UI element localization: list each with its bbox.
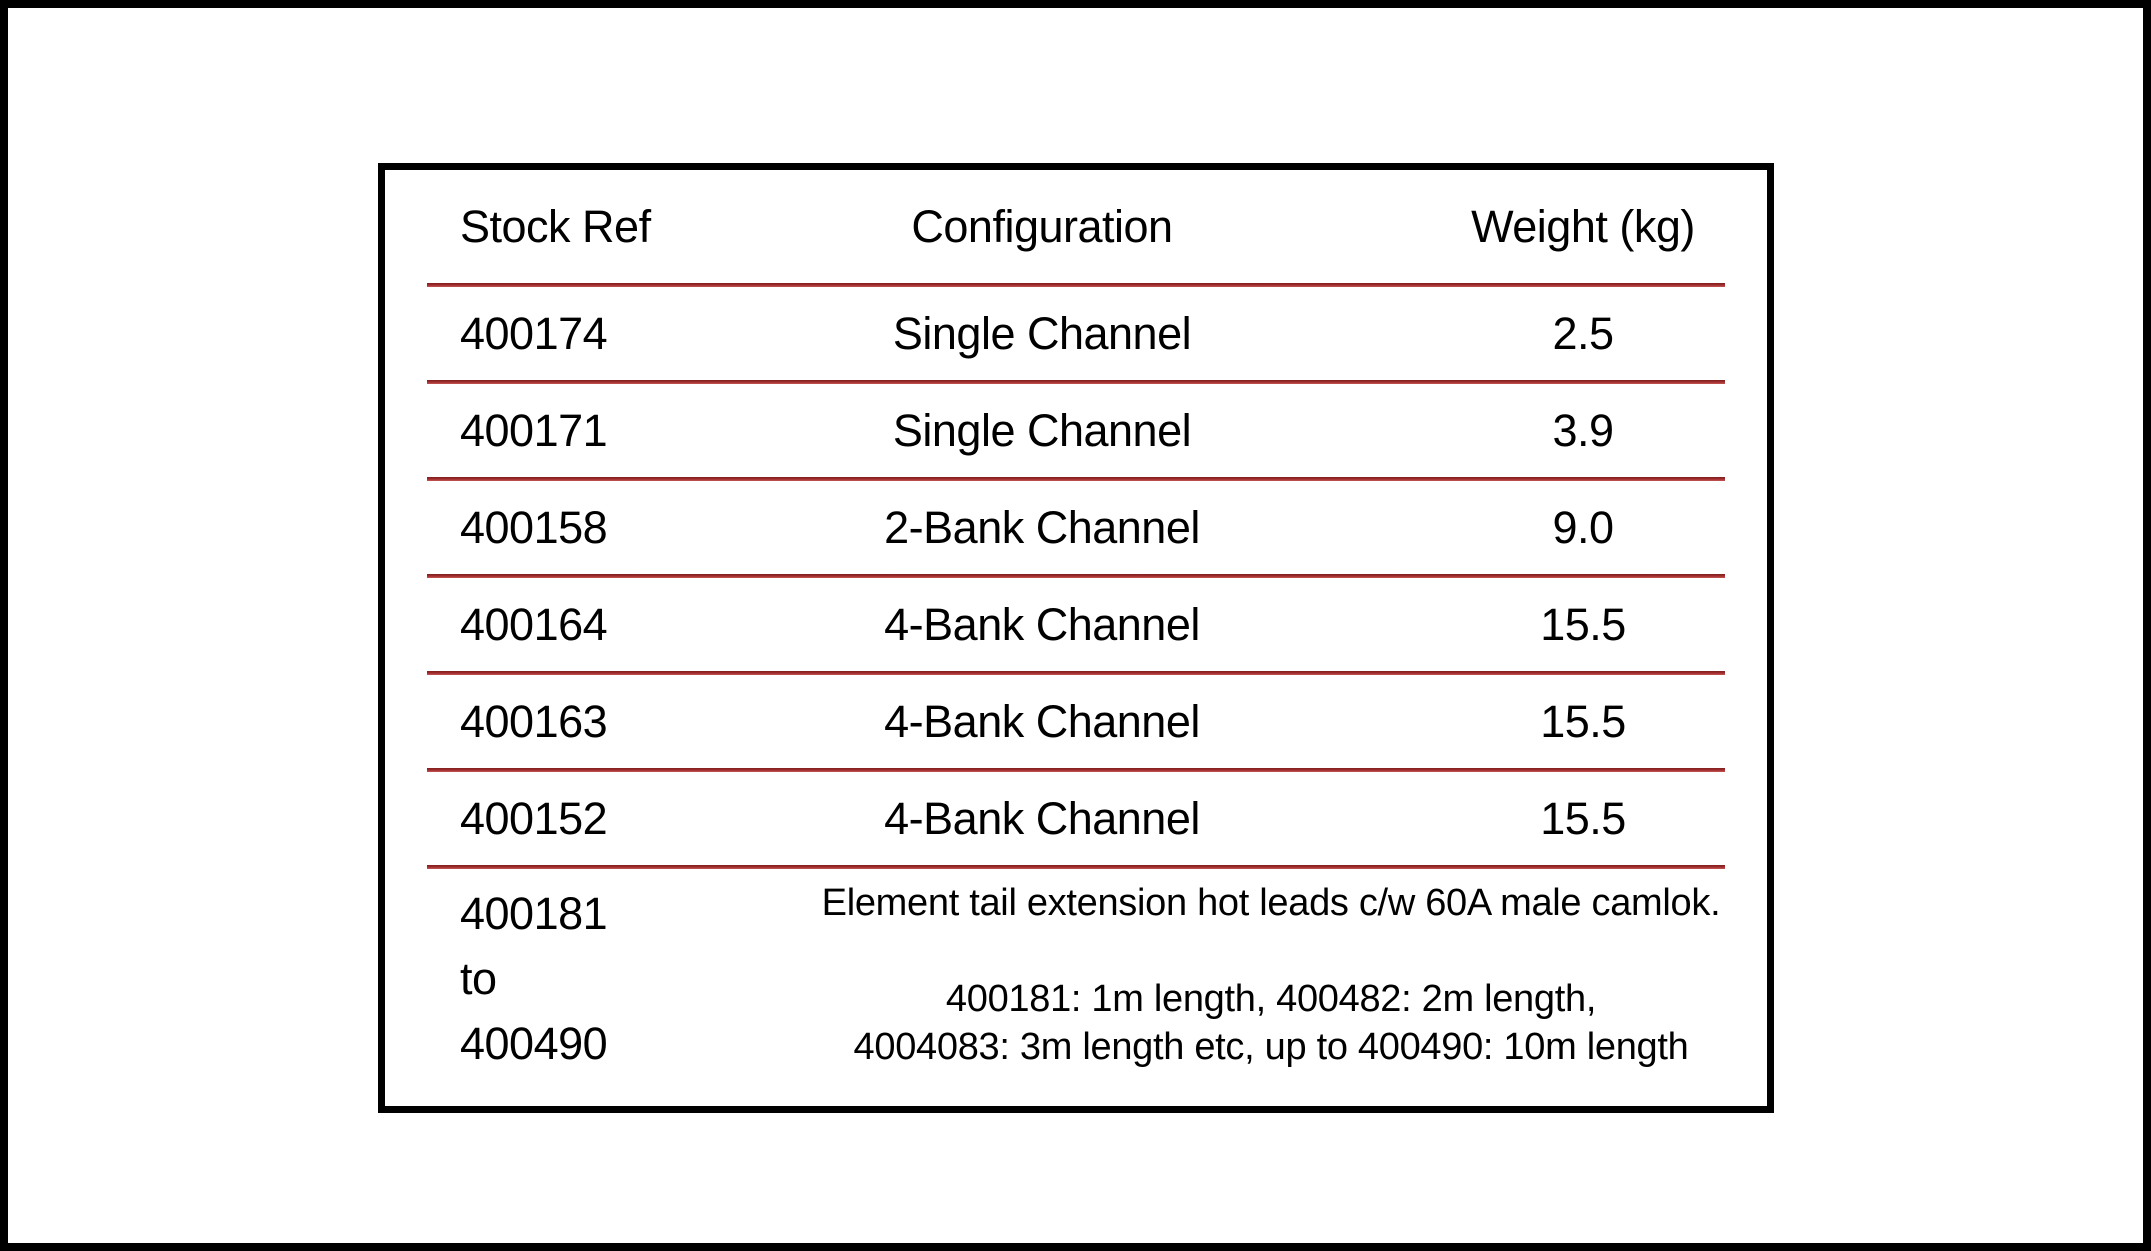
row-divider xyxy=(427,380,1725,384)
stock-ref-cell: 400158 xyxy=(460,501,608,553)
stock-ref-cell: 400171 xyxy=(460,404,608,456)
description-line: Element tail extension hot leads c/w 60A… xyxy=(821,882,1721,924)
stock-ref-cell: 400174 xyxy=(460,307,608,359)
weight-cell: 9.0 xyxy=(1552,501,1614,553)
row-divider xyxy=(427,283,1725,287)
configuration-cell: 4-Bank Channel xyxy=(884,598,1200,650)
configuration-cell: 2-Bank Channel xyxy=(884,501,1200,553)
stock-ref-cell: 400163 xyxy=(460,695,608,747)
table-row: 400171 Single Channel 3.9 xyxy=(385,384,1767,477)
weight-cell: 15.5 xyxy=(1540,695,1626,747)
row-divider xyxy=(427,671,1725,675)
row-divider xyxy=(427,865,1725,869)
header-configuration: Configuration xyxy=(911,200,1173,252)
stock-range-end: 400490 xyxy=(460,1018,608,1069)
footer-stock-range: 400181 to 400490 xyxy=(385,869,685,1076)
table-row: 400163 4-Bank Channel 15.5 xyxy=(385,675,1767,768)
stock-range-start: 400181 xyxy=(460,888,608,939)
header-weight: Weight (kg) xyxy=(1471,200,1695,252)
row-divider xyxy=(427,574,1725,578)
stock-ref-cell: 400164 xyxy=(460,598,608,650)
stock-range-to: to xyxy=(460,953,497,1004)
description-line: 4004083: 3m length etc, up to 400490: 10… xyxy=(853,1026,1689,1068)
configuration-cell: 4-Bank Channel xyxy=(884,792,1200,844)
stock-ref-cell: 400152 xyxy=(460,792,608,844)
header-row: Stock Ref Configuration Weight (kg) xyxy=(385,170,1767,283)
table-row: 400158 2-Bank Channel 9.0 xyxy=(385,481,1767,574)
weight-cell: 15.5 xyxy=(1540,792,1626,844)
header-stock-ref: Stock Ref xyxy=(460,200,651,252)
spec-table: Stock Ref Configuration Weight (kg) 4001… xyxy=(378,163,1774,1113)
footer-row: 400181 to 400490 Element tail extension … xyxy=(385,869,1767,1106)
configuration-cell: Single Channel xyxy=(892,404,1192,456)
description-line: 400181: 1m length, 400482: 2m length, xyxy=(945,978,1597,1020)
table-row: 400174 Single Channel 2.5 xyxy=(385,287,1767,380)
table-row: 400164 4-Bank Channel 15.5 xyxy=(385,578,1767,671)
row-divider xyxy=(427,477,1725,481)
footer-description: Element tail extension hot leads c/w 60A… xyxy=(685,869,1767,1071)
row-divider xyxy=(427,768,1725,772)
weight-cell: 2.5 xyxy=(1552,307,1614,359)
weight-cell: 3.9 xyxy=(1552,404,1614,456)
configuration-cell: 4-Bank Channel xyxy=(884,695,1200,747)
weight-cell: 15.5 xyxy=(1540,598,1626,650)
table-row: 400152 4-Bank Channel 15.5 xyxy=(385,772,1767,865)
configuration-cell: Single Channel xyxy=(892,307,1192,359)
